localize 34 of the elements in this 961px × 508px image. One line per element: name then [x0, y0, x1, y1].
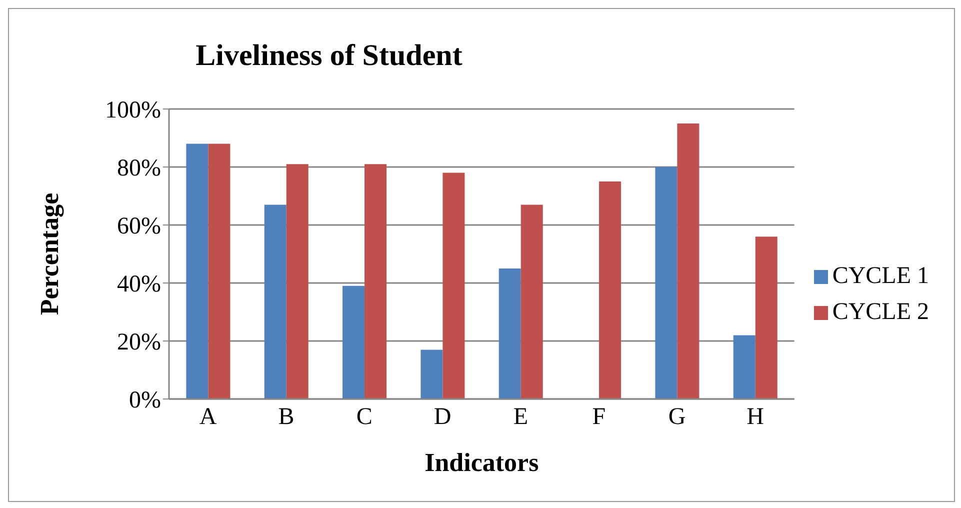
bar: [755, 236, 778, 399]
bar: [733, 335, 756, 399]
x-axis-title: Indicators: [424, 448, 539, 477]
bar: [264, 204, 286, 399]
y-tick-label: 60%: [117, 214, 161, 240]
x-tick-label: A: [199, 404, 218, 430]
y-tick-label: 40%: [117, 272, 161, 298]
bar: [677, 124, 700, 399]
bar: [342, 286, 365, 399]
x-tick-label: B: [278, 404, 294, 430]
bar: [498, 268, 521, 399]
bar: [286, 164, 308, 399]
legend-label: CYCLE 1: [832, 263, 929, 289]
chart-title: Liveliness of Student: [194, 39, 464, 73]
y-tick-label: 80%: [117, 156, 161, 182]
bar: [520, 204, 543, 399]
bar: [208, 144, 230, 399]
y-tick-label: 20%: [117, 330, 161, 356]
bar: [599, 182, 622, 399]
bar: [655, 167, 678, 399]
bar: [442, 172, 465, 399]
x-tick-label: F: [592, 404, 606, 430]
x-tick-label: E: [513, 404, 528, 430]
x-tick-label: C: [356, 404, 372, 430]
legend-label: CYCLE 2: [832, 299, 929, 325]
x-tick-label: D: [434, 404, 452, 430]
y-axis-title: Percentage: [35, 192, 64, 316]
y-tick-label: 100%: [105, 98, 161, 124]
x-tick-label: H: [746, 404, 764, 430]
x-tick-label: G: [668, 404, 686, 430]
y-tick-label: 0%: [129, 388, 161, 414]
bar: [420, 350, 443, 399]
bar: [186, 144, 208, 399]
bar: [364, 164, 387, 399]
